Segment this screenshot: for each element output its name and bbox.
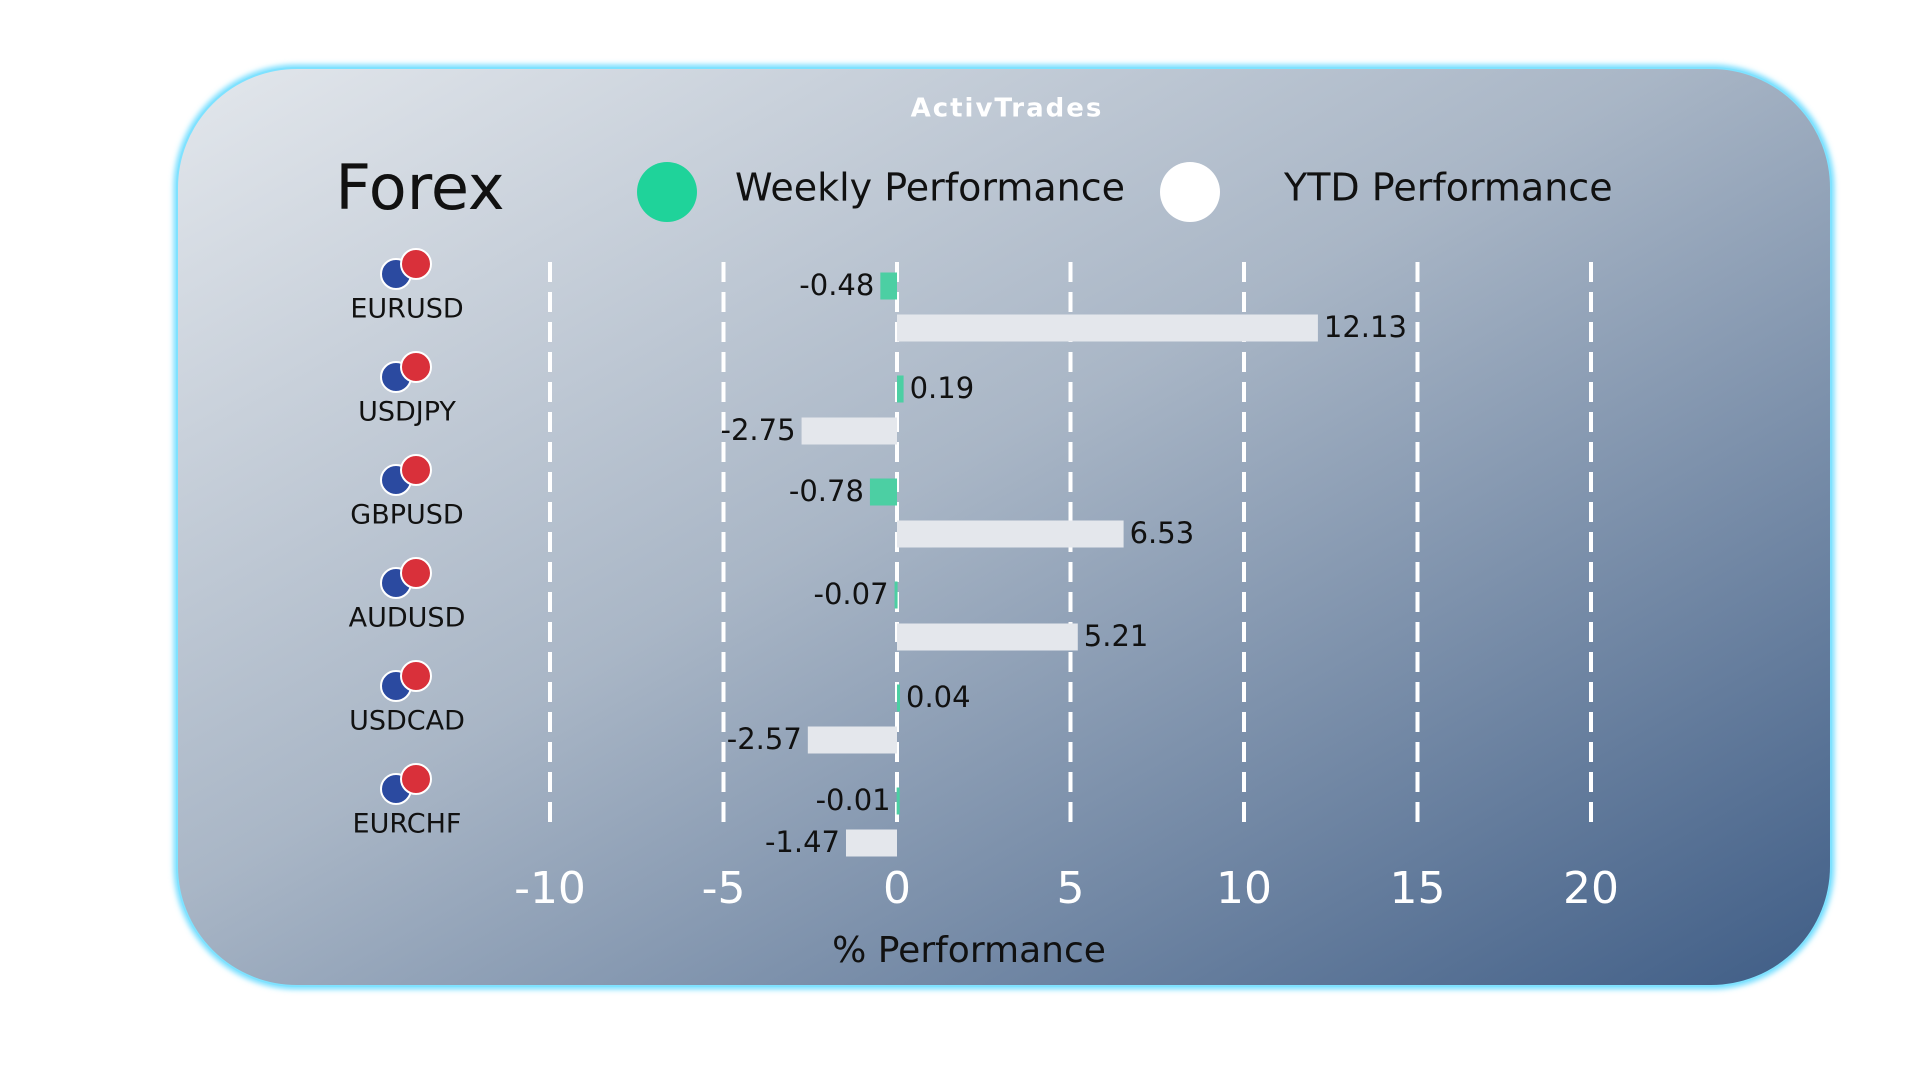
bar [880, 272, 897, 300]
bar [807, 726, 897, 754]
x-tick-label: 10 [1216, 863, 1272, 914]
category-label: GBPUSD [350, 500, 463, 531]
value-label: 0.04 [906, 680, 971, 714]
flag-icon [400, 763, 432, 795]
legend-label: Weekly Performance [735, 166, 1125, 210]
x-tick-label: -10 [514, 863, 586, 914]
bar [845, 829, 897, 857]
value-label: 6.53 [1130, 516, 1195, 550]
bar [894, 581, 898, 609]
legend-swatch [637, 162, 697, 222]
value-label: -0.78 [789, 474, 864, 508]
value-label: 0.19 [910, 371, 975, 405]
value-label: -2.75 [721, 413, 796, 447]
bar [897, 375, 904, 403]
category-label: USDCAD [349, 706, 465, 737]
legend-label: YTD Performance [1283, 166, 1613, 210]
value-label: 5.21 [1084, 619, 1149, 653]
bar [896, 787, 900, 815]
value-label: -1.47 [765, 825, 840, 859]
value-label: -0.48 [799, 268, 874, 302]
bar [869, 478, 897, 506]
value-label: 12.13 [1324, 310, 1407, 344]
flag-icon [400, 660, 432, 692]
category-label: AUDUSD [349, 603, 466, 634]
flag-icon [400, 454, 432, 486]
flag-icon [400, 351, 432, 383]
bar [897, 520, 1124, 548]
legend-swatch [1160, 162, 1220, 222]
flag-icon [400, 557, 432, 589]
category-label: EURUSD [350, 294, 463, 325]
x-tick-label: 20 [1563, 863, 1619, 914]
bar [801, 417, 897, 445]
bar [897, 623, 1078, 651]
bar [897, 314, 1318, 342]
value-label: -0.07 [814, 577, 889, 611]
x-tick-label: 15 [1390, 863, 1446, 914]
value-label: -2.57 [727, 722, 802, 756]
x-tick-label: 5 [1057, 863, 1085, 914]
x-axis-label: % Performance [832, 930, 1106, 971]
value-label: -0.01 [816, 783, 891, 817]
flag-icon [400, 248, 432, 280]
chart-title: Forex [335, 151, 504, 224]
category-label: EURCHF [353, 809, 462, 840]
bar [897, 684, 900, 712]
category-label: USDJPY [358, 397, 456, 428]
x-tick-label: -5 [702, 863, 746, 914]
logo: ActivTrades [911, 94, 1104, 124]
x-tick-label: 0 [883, 863, 911, 914]
